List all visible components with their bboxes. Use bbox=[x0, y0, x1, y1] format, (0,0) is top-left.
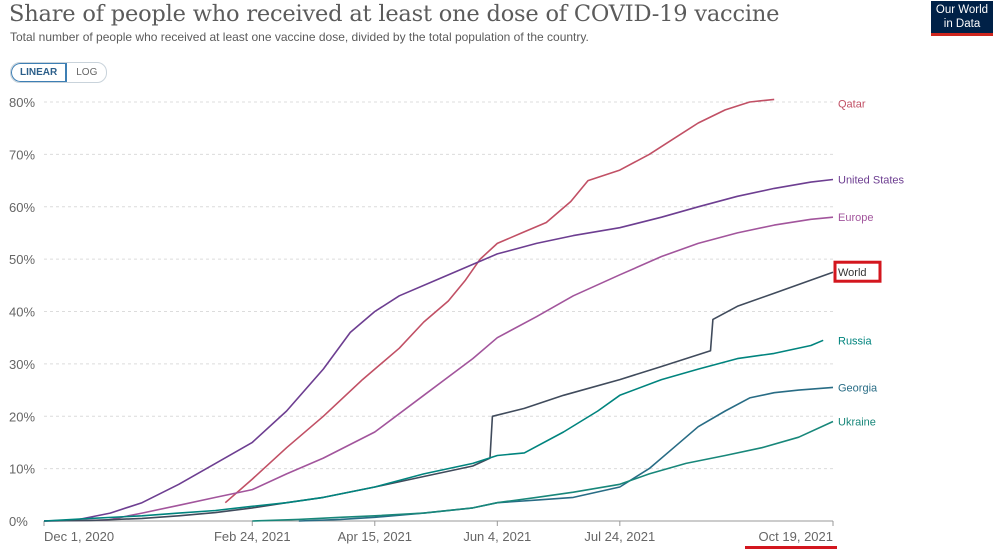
series-line-russia bbox=[43, 339, 824, 522]
y-tick-label: 60% bbox=[9, 200, 35, 215]
logo-line-1: Our World bbox=[935, 4, 989, 16]
series-label-world: World bbox=[838, 267, 867, 279]
x-tick-label: Oct 19, 2021 bbox=[759, 529, 833, 544]
logo-line-2: in Data bbox=[943, 18, 981, 30]
series-label-georgia: Georgia bbox=[838, 382, 878, 394]
series-line-europe bbox=[43, 216, 834, 522]
series-label-russia: Russia bbox=[838, 335, 873, 347]
y-tick-label: 10% bbox=[9, 462, 35, 477]
series-line-georgia bbox=[298, 386, 834, 522]
x-tick-label: Jul 24, 2021 bbox=[584, 529, 655, 544]
series-line-qatar bbox=[224, 98, 775, 504]
world-highlight-box bbox=[833, 260, 882, 283]
end-date-highlight-underline bbox=[745, 546, 837, 549]
series-label-qatar: Qatar bbox=[838, 98, 866, 110]
x-tick-label: Feb 24, 2021 bbox=[214, 529, 291, 544]
series-label-ukraine: Ukraine bbox=[838, 416, 876, 428]
series-label-europe: Europe bbox=[838, 212, 873, 224]
y-tick-label: 70% bbox=[9, 147, 35, 162]
y-tick-label: 80% bbox=[9, 95, 35, 110]
y-tick-label: 0% bbox=[9, 514, 28, 529]
logo-accent-bar bbox=[931, 33, 993, 36]
y-tick-label: 40% bbox=[9, 305, 35, 320]
linear-scale-button[interactable]: LINEAR bbox=[11, 63, 68, 82]
series-line-united-states bbox=[43, 178, 834, 522]
chart-title: Share of people who received at least on… bbox=[9, 1, 780, 27]
series-label-united-states: United States bbox=[838, 175, 905, 187]
y-tick-label: 20% bbox=[9, 409, 35, 424]
y-tick-label: 30% bbox=[9, 357, 35, 372]
log-scale-button[interactable]: LOG bbox=[76, 67, 98, 78]
series-line-ukraine bbox=[252, 420, 834, 522]
owid-logo[interactable]: Our World in Data bbox=[931, 1, 993, 36]
y-tick-label: 50% bbox=[9, 252, 35, 267]
x-tick-label: Jun 4, 2021 bbox=[463, 529, 531, 544]
scale-toggle: LINEAR LOG bbox=[10, 62, 108, 83]
x-tick-label: Dec 1, 2020 bbox=[44, 529, 114, 544]
chart-subtitle: Total number of people who received at l… bbox=[10, 30, 589, 44]
x-tick-label: Apr 15, 2021 bbox=[338, 529, 412, 544]
